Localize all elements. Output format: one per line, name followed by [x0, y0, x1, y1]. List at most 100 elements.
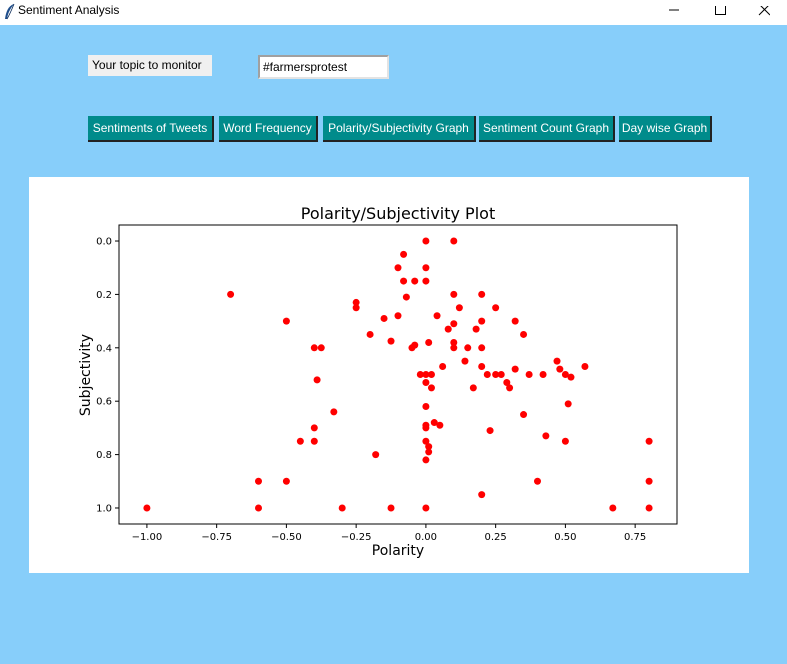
data-point	[492, 304, 500, 312]
x-axis: −1.00 −0.75 −0.50 −0.25 0.00 0.25 0.50 0.75	[132, 524, 646, 543]
data-point	[433, 312, 441, 320]
data-point	[506, 384, 514, 392]
data-point	[282, 317, 290, 325]
data-point	[400, 250, 408, 258]
data-point	[352, 304, 360, 312]
data-point	[422, 371, 430, 378]
plot-area	[118, 224, 678, 525]
data-points	[143, 237, 653, 512]
day-wise-graph-button[interactable]: Day wise Graph	[619, 116, 712, 142]
data-point	[296, 437, 304, 445]
data-point	[227, 290, 235, 298]
data-point	[511, 365, 519, 373]
data-point	[469, 384, 477, 392]
y-tick-label: 1.0	[96, 503, 112, 514]
data-point	[511, 317, 519, 325]
feather-icon	[5, 3, 15, 20]
data-point	[450, 344, 458, 352]
data-point	[478, 491, 486, 499]
data-point	[394, 312, 402, 320]
data-point	[556, 365, 564, 373]
data-point	[430, 419, 438, 427]
data-point	[422, 456, 430, 464]
data-point	[372, 451, 380, 459]
data-point	[366, 330, 374, 338]
data-point	[461, 357, 469, 365]
data-point	[561, 371, 569, 378]
data-point	[310, 437, 318, 445]
data-point	[330, 408, 338, 416]
data-point	[317, 344, 325, 352]
data-point	[450, 338, 458, 346]
data-point	[425, 448, 433, 456]
close-button[interactable]	[741, 0, 787, 25]
topic-label: Your topic to monitor	[88, 55, 212, 76]
data-point	[472, 325, 480, 333]
data-point	[425, 338, 433, 346]
y-tick-label: 0.8	[96, 450, 112, 461]
data-point	[422, 437, 430, 445]
data-point	[478, 344, 486, 352]
word-frequency-button[interactable]: Word Frequency	[219, 116, 318, 142]
data-point	[444, 325, 452, 333]
sentiments-of-tweets-button[interactable]: Sentiments of Tweets	[88, 116, 214, 142]
data-point	[520, 330, 528, 338]
y-tick-label: 0.6	[96, 397, 112, 408]
data-point	[539, 371, 547, 378]
data-point	[486, 427, 494, 435]
data-point	[411, 341, 419, 349]
data-point	[455, 304, 463, 312]
data-point	[520, 411, 528, 419]
chart-figure: Polarity/Subjectivity Plot −1.00 −0.75 −0.…	[29, 177, 749, 573]
x-axis-label: Polarity	[372, 543, 424, 559]
data-point	[387, 337, 395, 345]
y-tick-label: 0.2	[96, 290, 112, 301]
x-tick-label: 0.75	[624, 532, 646, 543]
data-point	[450, 320, 458, 328]
data-point	[255, 504, 262, 512]
close-icon	[758, 6, 770, 16]
data-point	[143, 504, 151, 512]
data-point	[422, 504, 430, 512]
y-tick-label: 0.0	[96, 237, 112, 248]
x-tick-label: 0.00	[415, 532, 437, 543]
topic-input[interactable]	[258, 55, 389, 79]
data-point	[645, 477, 653, 485]
maximize-button[interactable]	[697, 0, 743, 25]
data-point	[422, 379, 430, 387]
data-point	[497, 371, 505, 378]
data-point	[483, 371, 491, 378]
data-point	[422, 277, 430, 285]
data-point	[553, 357, 561, 365]
data-point	[450, 290, 458, 298]
data-point	[567, 373, 575, 381]
data-point	[282, 477, 290, 485]
data-point	[313, 376, 321, 384]
data-point	[439, 362, 447, 370]
x-tick-label: −0.75	[201, 532, 232, 543]
y-axis-label: Subjectivity	[78, 334, 94, 416]
data-point	[380, 314, 388, 322]
maximize-icon	[715, 6, 726, 15]
data-point	[400, 277, 408, 285]
data-point	[561, 437, 569, 445]
y-tick-label: 0.4	[96, 343, 112, 354]
data-point	[645, 504, 653, 512]
polarity-subjectivity-scatter: Polarity/Subjectivity Plot −1.00 −0.75 −0.…	[78, 204, 678, 559]
data-point	[534, 477, 541, 485]
sentiment-count-graph-button[interactable]: Sentiment Count Graph	[479, 116, 615, 142]
title-bar: Sentiment Analysis	[0, 0, 787, 25]
data-point	[427, 384, 435, 392]
data-point	[255, 477, 262, 485]
data-point	[338, 504, 346, 512]
polarity-subjectivity-graph-button[interactable]: Polarity/Subjectivity Graph	[323, 116, 476, 142]
minimize-icon	[669, 9, 679, 11]
minimize-button[interactable]	[651, 0, 697, 25]
data-point	[645, 437, 653, 445]
data-point	[492, 371, 500, 378]
data-point	[609, 504, 617, 512]
x-tick-label: 0.25	[485, 532, 507, 543]
x-tick-label: −1.00	[132, 532, 163, 543]
data-point	[478, 290, 486, 298]
data-point	[564, 400, 572, 408]
